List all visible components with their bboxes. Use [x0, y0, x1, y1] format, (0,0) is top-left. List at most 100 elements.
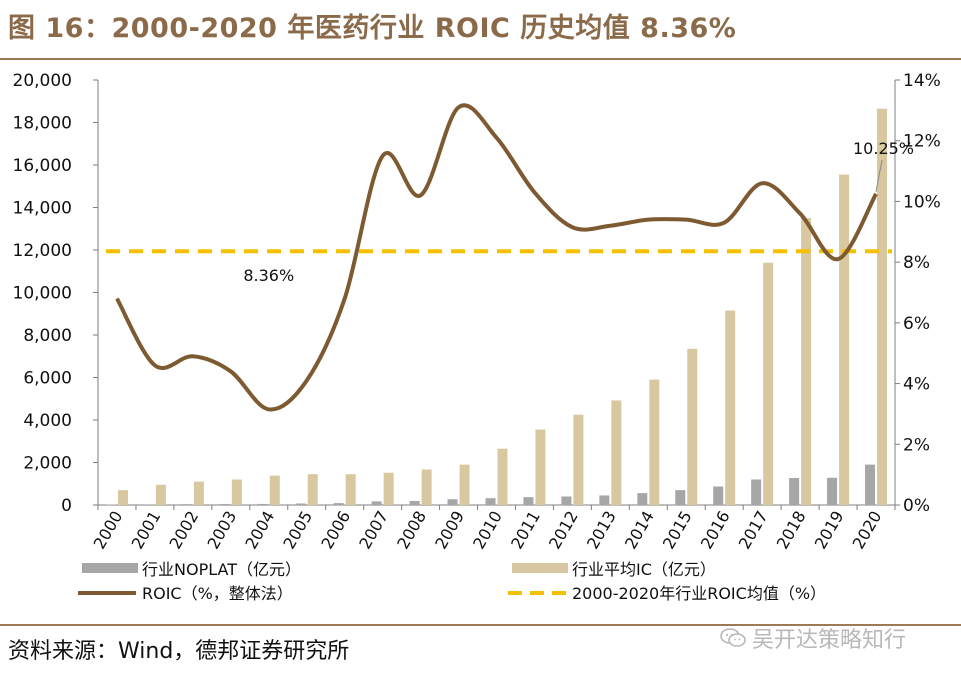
annotation-leader: [875, 159, 883, 192]
bars-layer: [105, 108, 888, 505]
bar-ic: [345, 474, 356, 505]
x-tick-label: 2001: [128, 508, 165, 553]
bar-noplat: [675, 490, 686, 505]
bar-noplat: [599, 495, 610, 505]
roic-line: [115, 103, 878, 412]
bar-ic: [725, 310, 736, 505]
annotations-layer: 8.36% 10.25%: [243, 139, 914, 285]
right-tick-label: 8%: [903, 253, 930, 273]
left-tick-label: 8,000: [23, 326, 72, 346]
x-tick-label: 2018: [773, 508, 810, 553]
bar-ic: [611, 400, 622, 505]
right-tick-label: 4%: [903, 375, 930, 395]
bar-ic: [839, 174, 850, 505]
wechat-icon: [720, 627, 746, 649]
watermark: 吴开达策略知行: [720, 622, 906, 654]
right-tick-label: 0%: [903, 496, 930, 516]
bar-noplat: [333, 503, 344, 505]
left-tick-label: 0: [61, 496, 72, 516]
right-tick-label: 6%: [903, 314, 930, 334]
left-tick-label: 4,000: [23, 411, 72, 431]
x-tick-label: 2002: [166, 508, 203, 553]
x-tick-label: 2014: [621, 508, 658, 553]
bar-noplat: [181, 504, 192, 505]
bar-noplat: [827, 477, 838, 505]
legend-ic: 行业平均IC（亿元）: [512, 560, 716, 579]
bar-noplat: [257, 503, 268, 505]
left-tick-label: 6,000: [23, 369, 72, 389]
x-tick-label: 2006: [317, 508, 354, 553]
legend-average-label: 2000-2020年行业ROIC均值（%）: [572, 584, 826, 603]
x-tick-label: 2009: [431, 508, 468, 553]
legend-roic: ROIC（%，整体法）: [78, 584, 293, 603]
bar-ic: [573, 414, 584, 505]
bar-noplat: [523, 497, 534, 505]
bar-ic: [155, 484, 166, 505]
bar-noplat: [865, 464, 876, 505]
x-tick-label: 2000: [90, 508, 127, 553]
legend-noplat-swatch: [82, 563, 138, 573]
legend-noplat: 行业NOPLAT（亿元）: [82, 560, 301, 579]
x-tick-label: 2004: [241, 508, 278, 553]
bar-ic: [535, 429, 546, 505]
bar-ic: [687, 348, 698, 505]
legend: 行业NOPLAT（亿元） 行业平均IC（亿元） ROIC（%，整体法） 2000-20…: [78, 560, 826, 603]
x-tick-label: 2016: [697, 508, 734, 553]
right-tick-label: 14%: [903, 71, 941, 91]
bar-ic: [649, 379, 660, 505]
source-note: 资料来源：Wind，德邦证券研究所: [8, 639, 350, 664]
bar-ic: [801, 218, 812, 505]
bar-noplat: [447, 499, 458, 505]
bar-noplat: [637, 493, 648, 505]
x-tick-label: 2020: [849, 508, 886, 553]
chart-title: 图 16：2000-2020 年医药行业 ROIC 历史均值 8.36%: [8, 13, 737, 44]
footer-rule: [0, 624, 961, 626]
bar-ic: [269, 475, 280, 505]
bar-ic: [763, 262, 774, 505]
watermark-text: 吴开达策略知行: [752, 628, 907, 653]
bar-noplat: [485, 498, 496, 505]
bar-noplat: [143, 504, 154, 505]
legend-noplat-label: 行业NOPLAT（亿元）: [142, 560, 301, 579]
x-tick-label: 2008: [393, 508, 430, 553]
bar-ic: [117, 490, 128, 505]
last-value-annotation: 10.25%: [853, 139, 914, 158]
bar-ic: [877, 108, 888, 505]
left-tick-label: 16,000: [13, 156, 72, 176]
x-tick-label: 2007: [355, 508, 392, 553]
bar-noplat: [751, 479, 762, 505]
bar-ic: [383, 472, 394, 505]
x-tick-label: 2003: [203, 508, 240, 553]
x-tick-label: 2012: [545, 508, 582, 553]
left-tick-label: 18,000: [13, 114, 72, 134]
bar-ic: [421, 469, 432, 505]
legend-ic-swatch: [512, 563, 568, 573]
bar-noplat: [561, 496, 572, 505]
title-rule: [0, 58, 961, 60]
bar-ic: [231, 479, 242, 505]
legend-average: 2000-2020年行业ROIC均值（%）: [508, 584, 826, 603]
bar-noplat: [789, 478, 800, 505]
roic-chart: 0 2,000 4,000 6,000 8,000 10,000 12,000 14,000 1…: [13, 71, 941, 603]
x-tick-label: 2015: [659, 508, 696, 553]
bar-noplat: [219, 504, 230, 505]
x-tick-label: 2019: [811, 508, 848, 553]
left-tick-label: 2,000: [23, 454, 72, 474]
bar-ic: [193, 481, 204, 505]
bar-ic: [497, 448, 508, 505]
left-tick-label: 14,000: [13, 199, 72, 219]
bar-ic: [459, 464, 470, 505]
x-tick-label: 2005: [279, 508, 316, 553]
left-tick-label: 20,000: [13, 71, 72, 91]
x-tick-label: 2011: [507, 508, 544, 553]
right-tick-label: 2%: [903, 435, 930, 455]
bar-noplat: [713, 486, 724, 505]
bar-ic: [307, 474, 318, 505]
right-tick-label: 10%: [903, 192, 941, 212]
avg-annotation: 8.36%: [243, 266, 294, 285]
left-tick-label: 10,000: [13, 284, 72, 304]
x-tick-label: 2013: [583, 508, 620, 553]
x-tick-label: 2017: [735, 508, 772, 553]
bar-noplat: [409, 500, 420, 505]
legend-ic-label: 行业平均IC（亿元）: [572, 560, 716, 579]
